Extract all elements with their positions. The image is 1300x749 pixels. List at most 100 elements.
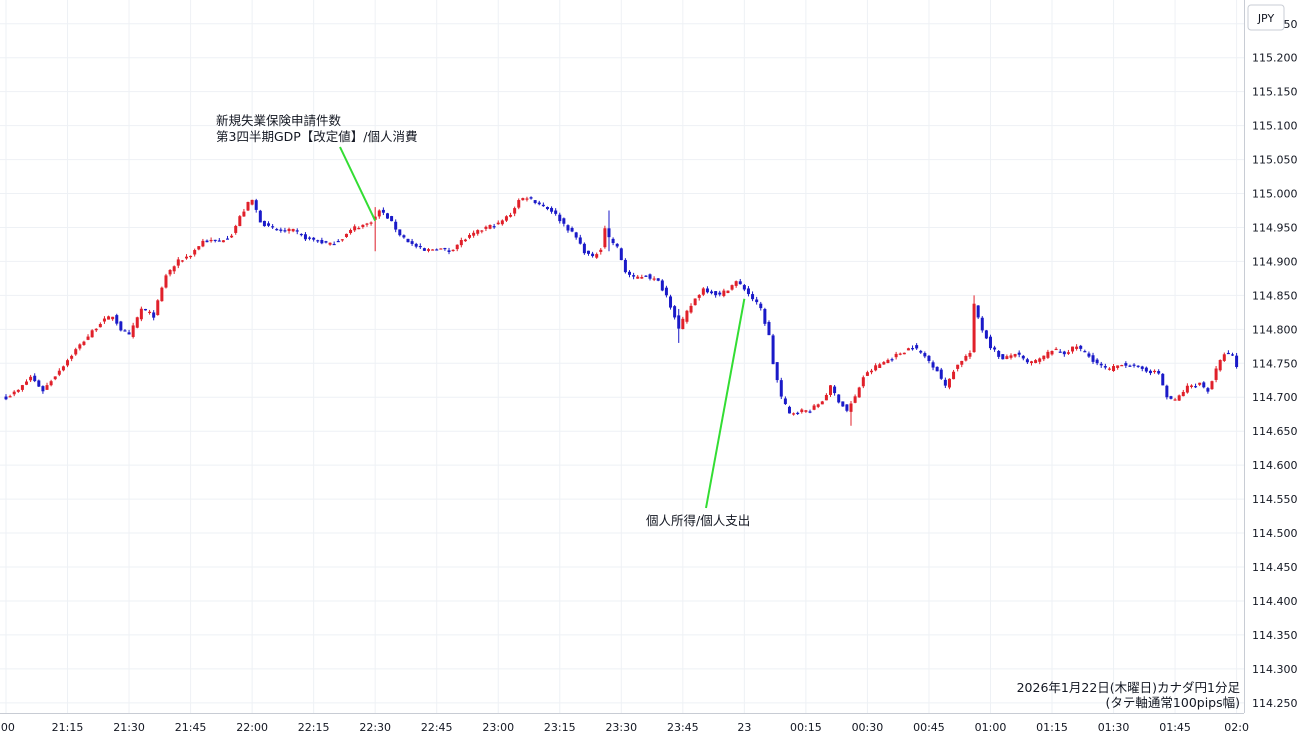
candle-body [734,281,738,286]
candle-body [689,305,693,313]
candle-body [197,246,201,250]
candle-body [759,303,763,309]
candle-body [267,223,271,226]
candle-body [123,330,127,332]
candle-body [111,316,115,320]
candle-body [796,412,800,415]
candle-body [1062,351,1066,355]
caption-line-2: (タテ軸通常100pips幅) [1106,695,1240,710]
candle-body [357,227,361,230]
y-tick-label: 115.050 [1252,154,1298,167]
candle-body [37,380,41,387]
candle-body [226,238,230,240]
candle-body [102,318,106,322]
candle-body [964,355,968,361]
candle-body [714,291,718,296]
grid-layer [0,0,1244,713]
candle-body [1185,385,1189,393]
candle-body [1042,355,1046,360]
candle-body [217,240,221,242]
candle-body [418,245,422,248]
candle-body [49,381,53,386]
candle-body [1169,396,1173,399]
candle-body [673,306,677,318]
candle-body [1214,368,1218,380]
candle-body [525,198,529,200]
candle-body [275,229,279,231]
y-axis[interactable]: 115.250115.200115.150115.100115.050115.0… [1252,18,1298,710]
candle-body [1058,351,1062,353]
candle-body [890,359,894,361]
candle-body [919,350,923,353]
candle-body [1218,360,1222,371]
candle-body [837,394,841,403]
candle-body [755,299,759,303]
candle-body [369,222,373,224]
y-tick-label: 114.250 [1252,697,1298,710]
candle-body [492,226,496,228]
x-tick-label: 01:45 [1159,721,1191,734]
candle-body [960,360,964,365]
candle-body [578,237,582,244]
annotation-text: 第3四半期GDP【改定値】/個人消費 [216,129,418,144]
candle-body [857,387,861,398]
candle-body [1050,351,1054,355]
candle-body [303,234,307,240]
candle-body [299,233,303,236]
candle-body [455,244,459,250]
candle-body [107,316,111,320]
candle-body [1153,370,1157,373]
candle-body [1017,352,1021,355]
candle-body [406,238,410,243]
candle-body [1034,360,1038,363]
candle-body [595,254,599,258]
candle-body [33,375,37,382]
y-tick-label: 114.450 [1252,561,1298,574]
y-tick-label: 114.300 [1252,663,1298,676]
candle-body [931,362,935,368]
annotation-text: 新規失業保険申請件数 [216,113,342,128]
candle-body [947,378,951,388]
candle-body [57,370,61,375]
candle-body [86,336,90,340]
candle-body [29,376,33,381]
candle-body [164,275,168,288]
candle-body [570,228,574,232]
candle-body [1173,399,1177,401]
candle-body [422,248,426,251]
y-tick-label: 115.200 [1252,52,1298,65]
y-tick-label: 114.350 [1252,629,1298,642]
candle-body [820,401,824,405]
candle-body [586,250,590,254]
candle-body [320,239,324,244]
candle-body [656,278,660,281]
candle-body [1136,365,1140,367]
candle-body [1091,355,1095,362]
candle-body [911,348,915,350]
x-axis[interactable]: :00 21:15 21:30 21:45 22:00 22:15 22:30 22:45 23… [0,721,1249,734]
y-tick-label: 114.950 [1252,221,1298,234]
candle-body [254,200,258,210]
x-tick-label: 00:45 [913,721,945,734]
currency-badge[interactable]: JPY [1247,4,1285,31]
candle-body [283,230,287,232]
candle-body [870,370,874,373]
candle-body [939,369,943,379]
candle-body [1144,367,1148,372]
candle-body [615,243,619,247]
candle-body [865,372,869,376]
candle-body [1087,353,1091,357]
candle-body [119,321,123,331]
candle-body [1103,366,1107,368]
candle-body [1132,364,1136,366]
candles [4,196,1239,426]
candle-body [517,200,521,208]
candle-body [1030,361,1033,364]
annotation-leader-line [339,146,377,222]
y-tick-label: 114.400 [1252,595,1298,608]
candle-body [787,406,791,414]
candle-body [53,376,57,380]
y-tick-label: 114.700 [1252,391,1298,404]
